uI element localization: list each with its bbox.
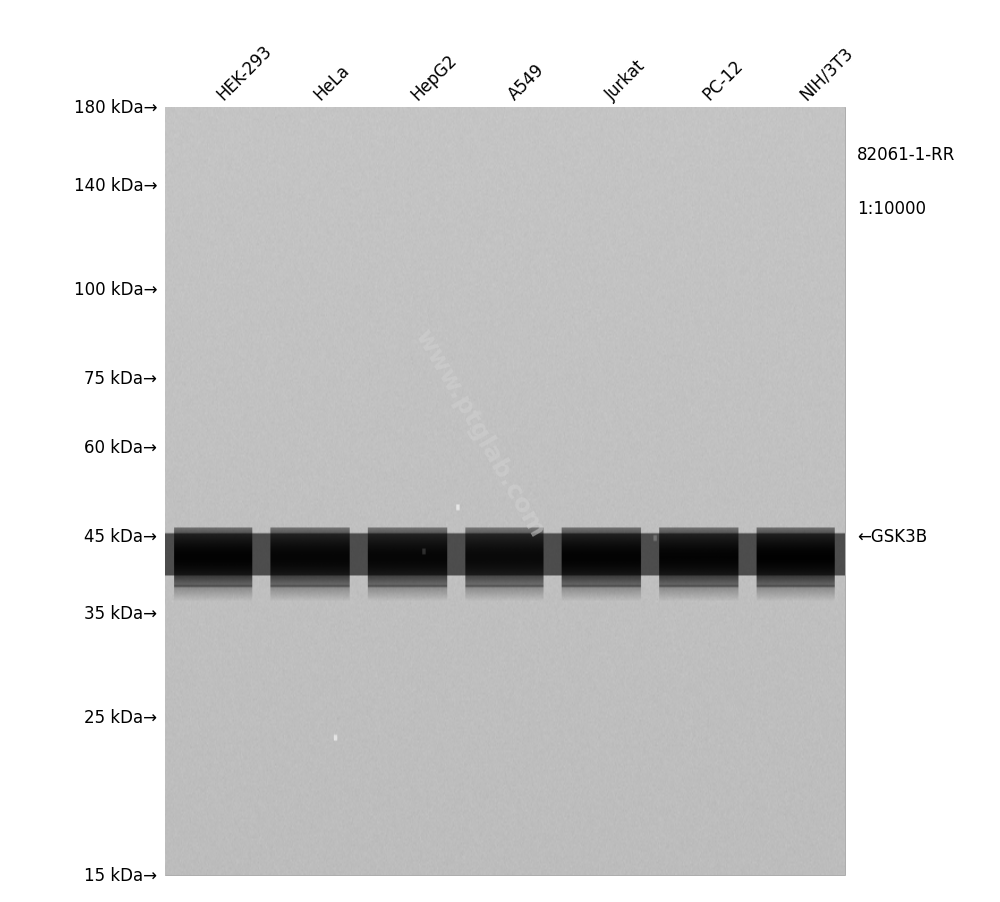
Text: 25 kDa→: 25 kDa→ xyxy=(84,708,157,726)
Text: 60 kDa→: 60 kDa→ xyxy=(84,438,157,456)
Text: ←GSK3B: ←GSK3B xyxy=(857,527,927,545)
Text: Jurkat: Jurkat xyxy=(602,57,649,104)
Text: 100 kDa→: 100 kDa→ xyxy=(74,281,157,299)
Text: 140 kDa→: 140 kDa→ xyxy=(74,177,157,195)
Text: HeLa: HeLa xyxy=(311,61,353,104)
Text: NIH/3T3: NIH/3T3 xyxy=(796,43,857,104)
Text: 35 kDa→: 35 kDa→ xyxy=(84,604,157,622)
Text: 15 kDa→: 15 kDa→ xyxy=(84,866,157,884)
Text: 75 kDa→: 75 kDa→ xyxy=(84,370,157,387)
Text: PC-12: PC-12 xyxy=(699,57,746,104)
Text: 82061-1-RR: 82061-1-RR xyxy=(857,145,955,163)
Text: 180 kDa→: 180 kDa→ xyxy=(74,99,157,117)
Text: HepG2: HepG2 xyxy=(408,51,461,104)
Text: 1:10000: 1:10000 xyxy=(857,199,926,217)
Text: www.ptglab.com: www.ptglab.com xyxy=(411,325,549,541)
Text: A549: A549 xyxy=(505,60,548,104)
Text: HEK-293: HEK-293 xyxy=(214,41,276,104)
Bar xyxy=(165,108,845,875)
Text: 45 kDa→: 45 kDa→ xyxy=(84,527,157,545)
